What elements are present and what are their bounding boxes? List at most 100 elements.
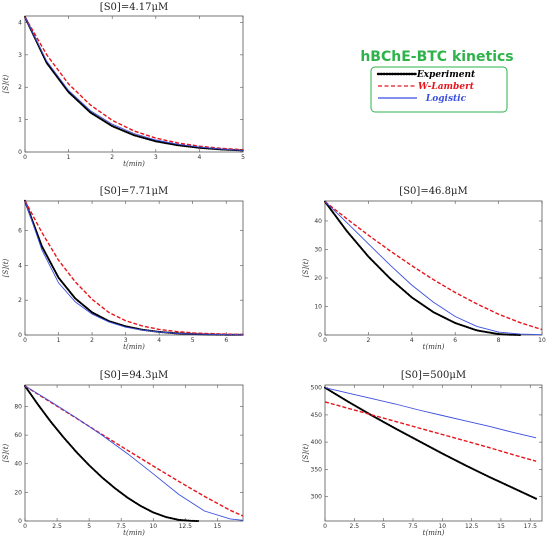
x-tick-label: 7.5: [408, 523, 418, 530]
chart-panel: [S0]=94.3μM 0 2.5 5 7.5 10 12.5 15 0 20 40 60 80 t(mi…: [2, 370, 244, 537]
legend-label: W-Lambert: [418, 82, 475, 92]
x-tick-label: 5: [87, 523, 91, 530]
x-axis-label: t(min): [123, 343, 145, 351]
x-tick-label: 2.5: [52, 523, 62, 530]
legend-label: Experiment: [416, 70, 476, 80]
x-axis-label: t(min): [123, 160, 145, 168]
x-tick-label: 10: [149, 523, 157, 530]
series-line-w-lambert: [24, 200, 244, 336]
x-tick-label: 8: [497, 337, 501, 344]
x-tick-label: 4: [410, 337, 414, 344]
y-tick-label: 2: [18, 84, 22, 91]
y-tick-label: 1: [18, 117, 22, 124]
x-tick-label: 2: [90, 337, 94, 344]
x-axis-label: t(min): [423, 529, 445, 537]
x-tick-label: 1: [57, 337, 61, 344]
x-tick-label: 0: [23, 523, 27, 530]
y-tick-label: 6: [18, 228, 22, 235]
x-axis-label: t(min): [123, 529, 145, 537]
y-axis-label: [S](t): [2, 74, 10, 93]
series-line-w-lambert: [324, 401, 537, 462]
x-tick-label: 10: [538, 337, 546, 344]
y-axis-label: [S](t): [2, 443, 10, 462]
y-tick-label: 80: [14, 403, 22, 410]
x-tick-label: 3: [124, 337, 128, 344]
series-line-experiment: [324, 386, 538, 500]
y-tick-label: 0: [18, 518, 22, 525]
plot-frame: [324, 384, 543, 522]
y-tick-label: 60: [14, 432, 22, 439]
x-tick-label: 0: [23, 154, 27, 161]
chart-panel: [S0]=4.17μM 0 1 2 3 4 5 0 1 2 3 4 t(min) [S](t): [2, 2, 245, 168]
chart-title: [S0]=4.17μM: [100, 2, 168, 13]
plot-frame: [324, 200, 543, 336]
x-tick-label: 2.5: [350, 523, 360, 530]
plot-frame: [24, 384, 244, 522]
y-tick-label: 0: [18, 332, 22, 339]
y-axis-label: [S](t): [302, 258, 310, 277]
x-tick-label: 7.5: [116, 523, 126, 530]
chart-panel: [S0]=500μM 0 2.5 5 7.5 10 12.5 15 17.5 300 350 400 4…: [302, 370, 543, 537]
x-tick-label: 5: [191, 337, 195, 344]
y-tick-label: 40: [314, 218, 322, 225]
y-tick-label: 20: [314, 275, 322, 282]
x-axis-label: t(min): [423, 343, 445, 351]
chart-panel: [S0]=46.8μM 0 2 4 6 8 10 0 10 20 30 40 t(min) [S](t): [302, 186, 546, 351]
x-tick-label: 1: [67, 154, 71, 161]
x-tick-label: 0: [323, 523, 327, 530]
y-tick-label: 30: [314, 246, 322, 253]
y-axis-label: [S](t): [2, 258, 10, 277]
x-tick-label: 10: [438, 523, 446, 530]
plot-frame: [24, 15, 244, 153]
series-line-w-lambert: [24, 16, 244, 151]
y-tick-label: 350: [311, 466, 323, 473]
y-tick-label: 500: [311, 385, 323, 392]
x-tick-label: 15: [214, 523, 222, 530]
x-tick-label: 5: [241, 154, 245, 161]
series-line-logistic: [24, 385, 244, 521]
legend-title: hBChE-BTC kinetics: [360, 49, 513, 65]
series-line-logistic: [324, 201, 543, 336]
series-line-experiment: [324, 200, 522, 336]
x-tick-label: 4: [197, 154, 201, 161]
x-tick-label: 2: [366, 337, 370, 344]
series-line-experiment: [24, 16, 244, 152]
series-line-experiment: [24, 385, 200, 522]
y-tick-label: 20: [14, 489, 22, 496]
y-tick-label: 4: [18, 19, 22, 26]
x-tick-label: 6: [453, 337, 457, 344]
chart-title: [S0]=7.71μM: [100, 186, 168, 197]
y-tick-label: 4: [18, 262, 22, 269]
x-tick-label: 17.5: [524, 523, 538, 530]
x-tick-label: 0: [23, 337, 27, 344]
series-line-w-lambert: [324, 201, 543, 331]
x-tick-label: 3: [154, 154, 158, 161]
y-tick-label: 3: [18, 52, 22, 59]
x-tick-label: 12.5: [179, 523, 193, 530]
series-line-logistic: [324, 387, 537, 439]
x-tick-label: 4: [157, 337, 161, 344]
series-line-experiment: [24, 199, 244, 336]
legend-box: [370, 66, 508, 113]
legend: hBChE-BTC kinetics Experiment W-Lambert Lo…: [360, 49, 514, 113]
x-tick-label: 5: [382, 523, 386, 530]
x-tick-label: 0: [323, 337, 327, 344]
x-tick-label: 15: [497, 523, 505, 530]
x-tick-label: 2: [110, 154, 114, 161]
y-tick-label: 10: [314, 303, 322, 310]
y-tick-label: 400: [311, 439, 323, 446]
y-tick-label: 450: [311, 412, 323, 419]
legend-rows: Experiment W-Lambert Logistic: [376, 70, 476, 104]
y-tick-label: 0: [18, 149, 22, 156]
chart-title: [S0]=94.3μM: [100, 370, 168, 381]
y-tick-label: 300: [311, 494, 323, 501]
y-tick-label: 2: [18, 297, 22, 304]
y-tick-label: 40: [14, 461, 22, 468]
series-line-logistic: [24, 16, 244, 151]
chart-title: [S0]=500μM: [401, 370, 466, 381]
series-line-logistic: [24, 200, 244, 336]
x-tick-label: 6: [224, 337, 228, 344]
chart-panel: [S0]=7.71μM 0 1 2 3 4 5 6 0 2 4 6 t(min) [S](t): [2, 186, 244, 351]
